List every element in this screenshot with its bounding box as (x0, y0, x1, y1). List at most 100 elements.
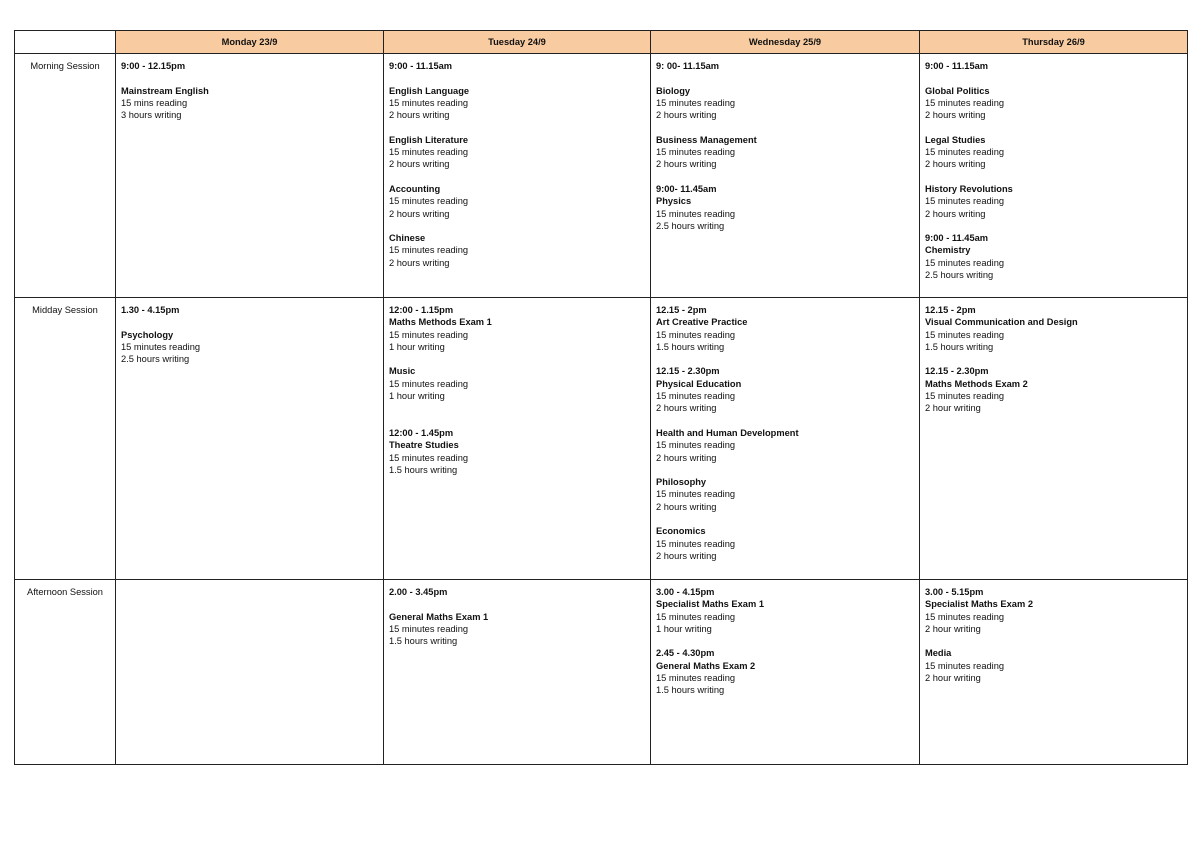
exam-detail: 2 hours writing (389, 208, 450, 219)
exam-detail: 15 minutes reading (656, 673, 736, 684)
exam-cell-thursday: 3.00 - 5.15pm Specialist Maths Exam 2 15 m… (919, 579, 1188, 765)
spacer (389, 220, 644, 232)
exam-detail: 15 minutes reading (925, 391, 1005, 402)
exam-heading: Global Politics (925, 85, 990, 96)
exam-detail: 15 minutes reading (389, 378, 469, 389)
exam-detail: 15 minutes reading (656, 147, 736, 158)
spacer (389, 72, 644, 84)
exam-cell-monday (115, 579, 384, 765)
exam-heading: Philosophy (656, 477, 707, 488)
exam-detail: 15 minutes reading (389, 329, 469, 340)
session-label: Midday Session (14, 297, 116, 580)
exam-detail: 2 hours writing (656, 110, 717, 121)
exam-cell-wednesday: 12.15 - 2pm Art Creative Practice 15 minut… (650, 297, 920, 580)
exam-heading: Theatre Studies (389, 440, 459, 451)
exam-detail: 2 hours writing (389, 159, 450, 170)
spacer (925, 635, 1181, 647)
exam-detail: 1 hour writing (656, 623, 712, 634)
exam-heading: 9: 00- 11.15am (656, 61, 720, 71)
exam-heading: Health and Human Development (656, 427, 799, 438)
exam-heading: 12.15 - 2pm (656, 305, 707, 315)
exam-heading: Music (389, 366, 416, 377)
spacer (389, 353, 644, 365)
spacer (656, 513, 913, 525)
spacer (656, 171, 913, 183)
spacer (121, 316, 377, 328)
exam-heading: Chinese (389, 233, 426, 244)
exam-detail: 2 hour writing (925, 403, 981, 414)
spacer (656, 635, 913, 647)
exam-cell-thursday: 9:00 - 11.15am Global Politics 15 minutes … (919, 53, 1188, 298)
exam-detail: 2.5 hours writing (656, 220, 725, 231)
exam-detail: 15 minutes reading (656, 329, 736, 340)
exam-detail: 15 minutes reading (389, 623, 469, 634)
spacer (656, 353, 913, 365)
spacer (925, 121, 1181, 133)
exam-cell-tuesday: 12:00 - 1.15pm Maths Methods Exam 1 15 min… (383, 297, 651, 580)
corner-cell (14, 30, 116, 54)
exam-cell-wednesday: 3.00 - 4.15pm Specialist Maths Exam 1 15 m… (650, 579, 920, 765)
exam-detail: 15 minutes reading (656, 208, 736, 219)
exam-detail: 15 minutes reading (925, 196, 1005, 207)
exam-heading: 3.00 - 5.15pm (925, 587, 984, 597)
exam-heading: Visual Communication and Design (925, 317, 1078, 328)
exam-heading: Business Management (656, 134, 757, 145)
exam-detail: 15 minutes reading (389, 97, 469, 108)
exam-detail: 2 hours writing (656, 501, 717, 512)
exam-detail: 2 hour writing (925, 673, 981, 684)
exam-heading: Specialist Maths Exam 1 (656, 599, 764, 610)
session-label: Morning Session (14, 53, 116, 298)
exam-heading: English Literature (389, 134, 469, 145)
exam-heading: 3.00 - 4.15pm (656, 587, 715, 597)
exam-detail: 15 minutes reading (389, 245, 469, 256)
exam-detail: 2 hours writing (656, 550, 717, 561)
exam-cell-tuesday: 9:00 - 11.15am English Language 15 minutes… (383, 53, 651, 298)
exam-heading: Art Creative Practice (656, 317, 748, 328)
exam-heading: 12.15 - 2.30pm (925, 366, 989, 377)
exam-cell-monday: 1.30 - 4.15pm Psychology 15 minutes readin… (115, 297, 384, 580)
exam-detail: 1.5 hours writing (925, 341, 994, 352)
exam-heading: 9:00 - 12.15pm (121, 61, 186, 71)
day-header-tuesday: Tuesday 24/9 (383, 30, 651, 54)
spacer (389, 415, 644, 427)
exam-detail: 15 minutes reading (925, 257, 1005, 268)
day-header-thursday: Thursday 26/9 (919, 30, 1188, 54)
exam-detail: 1 hour writing (389, 341, 445, 352)
spacer (389, 598, 644, 610)
exam-heading: 9:00 - 11.15am (389, 61, 453, 71)
spacer (656, 415, 913, 427)
exam-heading: General Maths Exam 1 (389, 611, 489, 622)
exam-heading: Physical Education (656, 378, 742, 389)
exam-detail: 2.5 hours writing (121, 354, 190, 365)
exam-heading: Mainstream English (121, 85, 209, 96)
exam-heading: Biology (656, 85, 691, 96)
exam-detail: 15 minutes reading (925, 147, 1005, 158)
exam-heading: 9:00- 11.45am (656, 183, 717, 194)
exam-detail: 15 minutes reading (925, 97, 1005, 108)
spacer (925, 220, 1181, 232)
session-row: Midday Session 1.30 - 4.15pm Psychology 15 … (14, 297, 1188, 580)
spacer (925, 72, 1181, 84)
exam-detail: 15 mins reading (121, 97, 188, 108)
spacer (656, 121, 913, 133)
exam-detail: 15 minutes reading (389, 452, 469, 463)
exam-detail: 2 hours writing (925, 208, 986, 219)
exam-detail: 15 minutes reading (656, 391, 736, 402)
session-row: Morning Session 9:00 - 12.15pm Mainstream … (14, 53, 1188, 298)
exam-cell-monday: 9:00 - 12.15pm Mainstream English 15 mins … (115, 53, 384, 298)
exam-heading: Maths Methods Exam 2 (925, 378, 1028, 389)
exam-heading: 12:00 - 1.45pm (389, 427, 454, 438)
exam-detail: 3 hours writing (121, 110, 182, 121)
exam-detail: 15 minutes reading (656, 489, 736, 500)
exam-detail: 2.5 hours writing (925, 270, 994, 281)
exam-detail: 15 minutes reading (656, 97, 736, 108)
exam-detail: 2 hour writing (925, 623, 981, 634)
exam-heading: 1.30 - 4.15pm (121, 305, 180, 315)
exam-detail: 2 hours writing (389, 257, 450, 268)
exam-heading: Psychology (121, 329, 174, 340)
exam-cell-wednesday: 9: 00- 11.15am Biology 15 minutes reading 2… (650, 53, 920, 298)
exam-detail: 2 hours writing (925, 159, 986, 170)
exam-detail: 1.5 hours writing (656, 341, 725, 352)
exam-heading: General Maths Exam 2 (656, 660, 756, 671)
exam-detail: 2 hours writing (656, 159, 717, 170)
